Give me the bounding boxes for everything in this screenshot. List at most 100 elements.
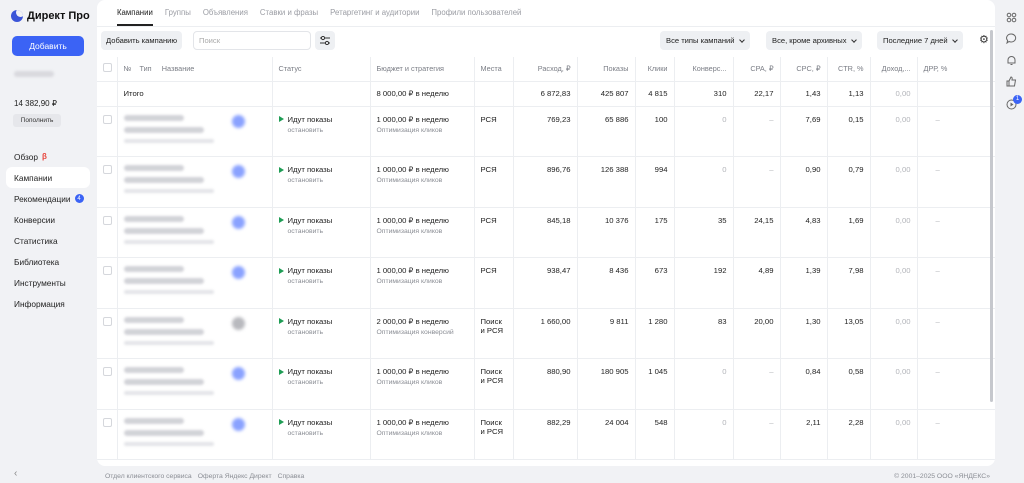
budget-value[interactable]: 1 000,00 ₽ в неделю bbox=[376, 266, 449, 275]
col-clicks[interactable]: Клики bbox=[635, 57, 675, 82]
tab-bids[interactable]: Ставки и фразы bbox=[259, 8, 319, 17]
grid-menu-icon[interactable] bbox=[1005, 12, 1018, 25]
stop-link[interactable]: остановить bbox=[287, 227, 324, 235]
budget-cell[interactable]: 1 000,00 ₽ в неделю Оптимизация кликов bbox=[370, 156, 475, 208]
sidebar-item-recommendations[interactable]: Рекомендации 4 bbox=[6, 188, 90, 209]
row-checkbox[interactable] bbox=[103, 266, 112, 275]
col-drr[interactable]: ДРР, % bbox=[917, 57, 995, 82]
col-type[interactable]: Тип bbox=[139, 64, 152, 74]
chat-icon[interactable] bbox=[1005, 33, 1018, 46]
table-scrollbar[interactable] bbox=[990, 30, 993, 402]
filter-settings-button[interactable] bbox=[315, 31, 335, 50]
row-checkbox-cell[interactable] bbox=[97, 308, 118, 359]
campaign-name-blurred[interactable] bbox=[123, 278, 204, 284]
header-checkbox[interactable] bbox=[97, 57, 118, 82]
budget-cell[interactable]: 1 000,00 ₽ в неделю Оптимизация кликов bbox=[370, 358, 475, 410]
row-checkbox[interactable] bbox=[103, 417, 112, 427]
row-checkbox-cell[interactable] bbox=[97, 207, 118, 258]
row-checkbox-cell[interactable] bbox=[97, 106, 118, 157]
budget-value[interactable]: 1 000,00 ₽ в неделю bbox=[376, 165, 449, 174]
campaign-name-cell[interactable] bbox=[117, 358, 273, 410]
budget-cell[interactable]: 1 000,00 ₽ в неделю Оптимизация кликов bbox=[370, 106, 475, 157]
col-budget[interactable]: Бюджет и стратегия bbox=[370, 57, 475, 82]
thumbs-up-icon[interactable] bbox=[1005, 76, 1018, 89]
footer-link-support[interactable]: Отдел клиентского сервиса bbox=[105, 473, 192, 480]
budget-value[interactable]: 1 000,00 ₽ в неделю bbox=[376, 215, 449, 225]
table-row[interactable]: Идут показы остановить 1 000,00 ₽ в неде… bbox=[97, 106, 995, 157]
row-checkbox[interactable] bbox=[103, 367, 112, 376]
campaign-name-blurred[interactable] bbox=[123, 177, 204, 183]
row-checkbox-cell[interactable] bbox=[97, 358, 118, 410]
campaign-name-cell[interactable] bbox=[117, 257, 273, 309]
tab-groups[interactable]: Группы bbox=[164, 8, 191, 17]
sidebar-item-info[interactable]: Информация bbox=[6, 293, 90, 314]
sidebar-item-campaigns[interactable]: Кампании bbox=[6, 167, 90, 188]
search-input[interactable] bbox=[193, 31, 311, 50]
campaign-name-blurred[interactable] bbox=[123, 429, 204, 436]
tab-user-profiles[interactable]: Профили пользователей bbox=[431, 8, 522, 17]
gear-icon[interactable]: ⚙ bbox=[979, 34, 989, 46]
table-row[interactable]: Идут показы остановить 1 000,00 ₽ в неде… bbox=[97, 358, 995, 410]
add-campaign-button[interactable]: Добавить кампанию bbox=[101, 31, 183, 50]
sidebar-item-statistics[interactable]: Статистика bbox=[6, 230, 90, 251]
budget-cell[interactable]: 1 000,00 ₽ в неделю Оптимизация кликов bbox=[370, 207, 475, 258]
sidebar-item-conversions[interactable]: Конверсии bbox=[6, 209, 90, 230]
table-row[interactable]: Идут показы остановить 1 000,00 ₽ в неде… bbox=[97, 409, 995, 460]
header-no-type-name[interactable]: № Тип Название bbox=[117, 57, 273, 82]
add-button[interactable]: Добавить bbox=[12, 36, 84, 56]
campaign-name-blurred[interactable] bbox=[123, 227, 204, 234]
stop-link[interactable]: остановить bbox=[287, 126, 324, 134]
col-cpc[interactable]: CPC, ₽ bbox=[780, 57, 828, 82]
stop-link[interactable]: остановить bbox=[287, 177, 324, 184]
col-income[interactable]: Доход,... bbox=[870, 57, 918, 82]
col-impressions[interactable]: Показы bbox=[577, 57, 636, 82]
footer-link-help[interactable]: Справка bbox=[277, 473, 305, 480]
campaign-name-cell[interactable] bbox=[117, 207, 273, 258]
archive-filter-dropdown[interactable]: Все, кроме архивных bbox=[766, 31, 862, 50]
row-checkbox[interactable] bbox=[103, 114, 112, 124]
sidebar-item-library[interactable]: Библиотека bbox=[6, 251, 90, 272]
table-row[interactable]: Идут показы остановить 1 000,00 ₽ в неде… bbox=[97, 156, 995, 208]
campaign-name-cell[interactable] bbox=[117, 106, 273, 157]
tab-campaigns[interactable]: Кампании bbox=[117, 0, 153, 26]
budget-value[interactable]: 1 000,00 ₽ в неделю bbox=[376, 417, 449, 427]
topup-button[interactable]: Пополнить bbox=[13, 114, 61, 127]
stop-link[interactable]: остановить bbox=[287, 278, 324, 285]
row-checkbox-cell[interactable] bbox=[97, 257, 118, 309]
budget-value[interactable]: 1 000,00 ₽ в неделю bbox=[376, 114, 449, 124]
tab-retargeting[interactable]: Ретаргетинг и аудитории bbox=[330, 8, 420, 17]
campaign-name-blurred[interactable] bbox=[123, 126, 204, 133]
campaign-type-dropdown[interactable]: Все типы кампаний bbox=[660, 31, 750, 50]
select-all-checkbox[interactable] bbox=[103, 63, 112, 73]
stop-link[interactable]: остановить bbox=[287, 429, 324, 437]
row-checkbox[interactable] bbox=[103, 316, 112, 326]
period-dropdown[interactable]: Последние 7 дней bbox=[877, 31, 963, 50]
campaign-name-cell[interactable] bbox=[117, 409, 273, 460]
budget-cell[interactable]: 2 000,00 ₽ в неделю Оптимизация конверси… bbox=[370, 308, 475, 359]
collapse-sidebar-icon[interactable]: ‹ bbox=[14, 468, 18, 479]
budget-cell[interactable]: 1 000,00 ₽ в неделю Оптимизация кликов bbox=[370, 409, 475, 460]
col-ctr[interactable]: CTR, % bbox=[827, 57, 871, 82]
sidebar-item-tools[interactable]: Инструменты bbox=[6, 272, 90, 293]
col-no[interactable]: № bbox=[123, 64, 132, 74]
col-conversions[interactable]: Конверс... bbox=[674, 57, 734, 82]
budget-value[interactable]: 1 000,00 ₽ в неделю bbox=[376, 367, 449, 376]
row-checkbox-cell[interactable] bbox=[97, 156, 118, 208]
sidebar-item-overview[interactable]: Обзор β bbox=[6, 146, 90, 167]
campaign-name-blurred[interactable] bbox=[123, 328, 204, 335]
col-spend[interactable]: Расход, ₽ bbox=[513, 57, 578, 82]
row-checkbox[interactable] bbox=[103, 165, 112, 174]
table-row[interactable]: Идут показы остановить 1 000,00 ₽ в неде… bbox=[97, 257, 995, 309]
logo[interactable]: Директ Про bbox=[11, 10, 90, 22]
row-checkbox[interactable] bbox=[103, 215, 112, 225]
col-cpa[interactable]: CPA, ₽ bbox=[733, 57, 781, 82]
campaign-name-blurred[interactable] bbox=[123, 379, 204, 385]
col-places[interactable]: Места bbox=[474, 57, 514, 82]
budget-value[interactable]: 2 000,00 ₽ в неделю bbox=[376, 316, 449, 326]
bell-icon[interactable] bbox=[1005, 55, 1018, 68]
table-row[interactable]: Идут показы остановить 1 000,00 ₽ в неде… bbox=[97, 207, 995, 258]
account-name-blurred[interactable] bbox=[14, 71, 54, 77]
video-play-icon[interactable] bbox=[1005, 99, 1018, 112]
budget-cell[interactable]: 1 000,00 ₽ в неделю Оптимизация кликов bbox=[370, 257, 475, 309]
stop-link[interactable]: остановить bbox=[287, 328, 324, 336]
